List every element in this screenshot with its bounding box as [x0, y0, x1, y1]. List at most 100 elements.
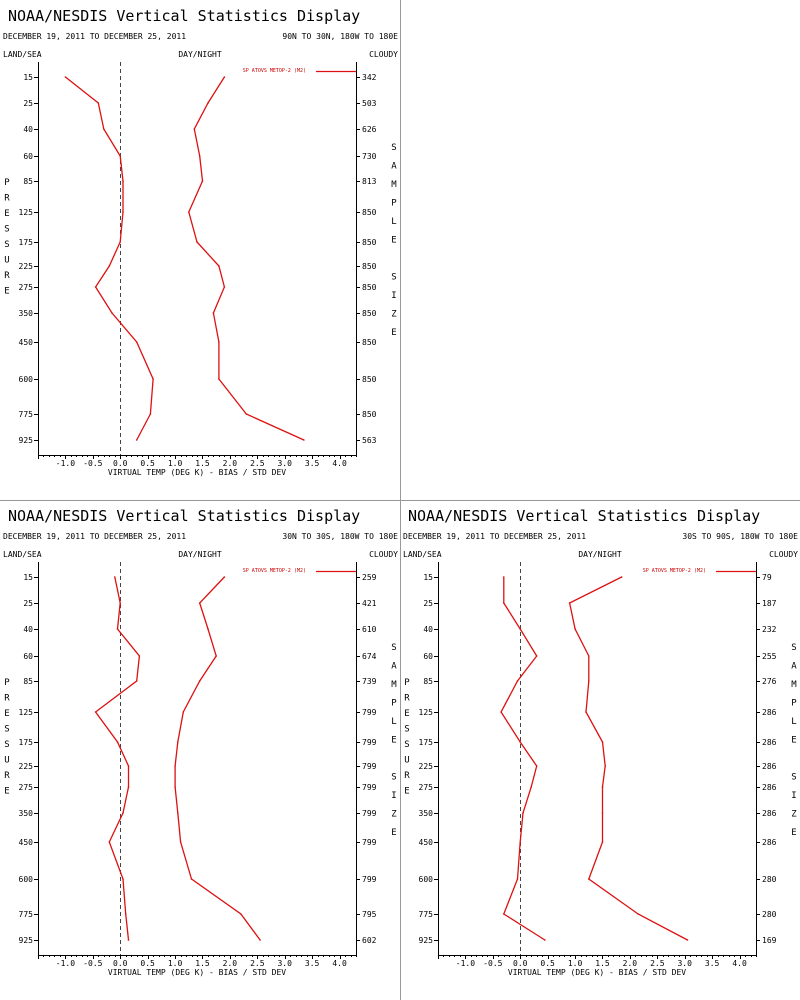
land-sea-label: LAND/SEA [3, 50, 42, 59]
series-point-bias [127, 939, 130, 941]
series-point-std_dev [177, 812, 179, 814]
series-point-std_dev [218, 341, 220, 343]
legend-label: SP ATOVS METOP-2 (M2) [243, 68, 306, 74]
x-axis-label: VIRTUAL TEMP (DEG K) - BIAS / STD DEV [108, 468, 286, 477]
pressure-level-label: 60 [23, 152, 33, 161]
pressure-level-label: 85 [23, 677, 33, 686]
sample-size-label: 286 [762, 838, 777, 847]
sample-size-label: 232 [762, 625, 777, 634]
series-point-bias [152, 378, 154, 380]
series-point-bias [535, 765, 538, 767]
sample-size-label: 799 [362, 875, 377, 884]
sample-size-label: 286 [762, 809, 777, 818]
sample-size-label: 280 [762, 910, 777, 919]
pressure-level-label: 225 [419, 762, 434, 771]
series-point-std_dev [303, 439, 305, 441]
date-range: DECEMBER 19, 2011 TO DECEMBER 25, 2011 [3, 32, 186, 41]
pressure-level-label: 450 [19, 838, 34, 847]
x-tick-label: 1.5 [595, 959, 610, 968]
pressure-level-label: 60 [23, 652, 33, 661]
pressure-level-label: 225 [19, 262, 34, 271]
sample-size-label: 626 [362, 125, 377, 134]
x-tick-label: 4.0 [332, 459, 347, 468]
sample-size-label: 850 [362, 338, 377, 347]
x-axis-label: VIRTUAL TEMP (DEG K) - BIAS / STD DEV [508, 968, 686, 977]
pressure-level-label: 925 [19, 936, 34, 945]
x-tick-label: 3.0 [677, 959, 692, 968]
x-tick-label: 3.0 [277, 959, 292, 968]
series-point-std_dev [188, 211, 190, 213]
pressure-level-label: 175 [19, 238, 34, 247]
series-point-std_dev [190, 878, 193, 880]
series-point-bias [530, 786, 532, 788]
series-point-std_dev [193, 128, 196, 130]
series-point-bias [103, 128, 105, 130]
pressure-level-label: 600 [19, 375, 34, 384]
chart-svg-sh: NOAA/NESDIS Vertical Statistics Display D… [403, 507, 798, 977]
series-line-std_dev [174, 576, 261, 941]
sample-size-label: 850 [362, 238, 377, 247]
pressure-level-label: 85 [23, 177, 33, 186]
x-tick-label: 1.5 [195, 959, 210, 968]
series-point-std_dev [601, 786, 604, 788]
x-tick-label: 3.5 [305, 959, 320, 968]
series-point-bias [108, 265, 111, 267]
x-tick-label: -1.0 [56, 459, 75, 468]
chart-title: NOAA/NESDIS Vertical Statistics Display [8, 507, 360, 525]
series-point-std_dev [588, 878, 590, 880]
sample-size-label: 739 [362, 677, 377, 686]
x-tick-label: -0.5 [483, 959, 502, 968]
region-label: 30S TO 90S, 180W TO 180E [682, 532, 798, 541]
sample-size-label: 799 [362, 783, 377, 792]
series-point-bias [127, 786, 130, 788]
pressure-level-label: 775 [19, 410, 34, 419]
sample-size-label: 799 [362, 838, 377, 847]
pressure-level-label: 600 [19, 875, 34, 884]
series-point-bias [135, 439, 138, 441]
series-point-bias [97, 102, 100, 104]
x-tick-label: 3.0 [277, 459, 292, 468]
series-point-std_dev [223, 286, 226, 288]
series-point-std_dev [201, 180, 204, 182]
legend-label: SP ATOVS METOP-2 (M2) [243, 568, 306, 574]
series-point-bias [135, 341, 138, 343]
region-label: 30N TO 30S, 180W TO 180E [282, 532, 398, 541]
series-point-bias [503, 576, 505, 578]
land-sea-label: LAND/SEA [3, 550, 42, 559]
x-tick-label: -1.0 [456, 959, 475, 968]
x-tick-label: -0.5 [83, 959, 102, 968]
pressure-level-label: 275 [419, 783, 434, 792]
pressure-level-label: 450 [19, 338, 34, 347]
pressure-level-label: 925 [19, 436, 34, 445]
chart-panel-nh: NOAA/NESDIS Vertical Statistics Display D… [0, 0, 400, 500]
x-tick-label: 1.0 [168, 459, 183, 468]
series-point-bias [94, 286, 97, 288]
sample-size-label: 850 [362, 208, 377, 217]
pressure-level-label: 15 [23, 73, 33, 82]
series-point-bias [535, 655, 538, 657]
series-point-std_dev [179, 841, 182, 843]
series-point-bias [119, 602, 121, 604]
series-point-bias [122, 180, 124, 182]
pressure-level-label: 350 [19, 309, 34, 318]
x-tick-label: 2.0 [223, 459, 238, 468]
series-point-std_dev [196, 241, 198, 243]
pressure-level-label: 15 [423, 573, 433, 582]
series-point-std_dev [601, 812, 604, 814]
legend-label: SP ATOVS METOP-2 (M2) [643, 568, 706, 574]
sample-size-label: 602 [362, 936, 377, 945]
pressure-level-label: 40 [423, 625, 433, 634]
series-point-bias [108, 841, 111, 843]
sample-size-label: 813 [362, 177, 377, 186]
date-range: DECEMBER 19, 2011 TO DECEMBER 25, 2011 [403, 532, 586, 541]
x-tick-label: 0.5 [540, 959, 555, 968]
date-range: DECEMBER 19, 2011 TO DECEMBER 25, 2011 [3, 532, 186, 541]
sample-size-label: 799 [362, 762, 377, 771]
sample-size-label: 421 [362, 599, 377, 608]
sample-size-label: 563 [362, 436, 377, 445]
sample-size-label: 850 [362, 262, 377, 271]
